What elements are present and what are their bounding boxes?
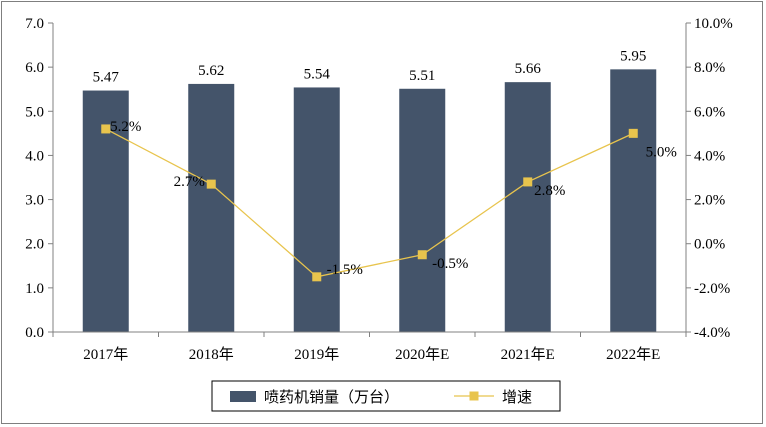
x-tick-label: 2018年 <box>189 346 234 363</box>
growth-point <box>312 272 322 282</box>
growth-value-label: 2.8% <box>534 183 565 199</box>
growth-value-label: -0.5% <box>432 256 468 272</box>
growth-line <box>105 128 634 278</box>
left-tick-label: 0.0 <box>25 325 44 341</box>
left-tick-label: 2.0 <box>25 237 44 253</box>
legend-bar-label: 喷药机销量（万台） <box>264 388 399 406</box>
growth-point <box>101 124 111 134</box>
left-tick-label: 3.0 <box>25 193 44 209</box>
left-tick-label: 6.0 <box>25 60 44 76</box>
left-tick-label: 7.0 <box>25 16 44 32</box>
right-tick-label: 2.0% <box>694 193 725 209</box>
legend-line-marker <box>469 391 479 401</box>
bar-value-label: 5.62 <box>198 63 224 79</box>
bar-2019年 <box>293 87 340 332</box>
x-tick-label: 2022年E <box>606 346 660 363</box>
growth-point <box>206 179 216 189</box>
growth-point <box>628 128 638 138</box>
bar-2020年E <box>399 88 446 332</box>
right-tick-label: 6.0% <box>694 104 725 120</box>
right-tick-label: -2.0% <box>694 281 730 297</box>
growth-value-label: 5.2% <box>110 119 141 135</box>
bar-value-label: 5.51 <box>409 68 435 84</box>
bar-value-label: 5.95 <box>620 48 646 64</box>
growth-point <box>523 177 533 187</box>
bar-value-label: 5.47 <box>93 70 120 86</box>
growth-point <box>417 250 427 260</box>
right-tick-label: 4.0% <box>694 148 725 164</box>
right-tick-label: 10.0% <box>694 16 733 32</box>
legend-box <box>211 380 561 412</box>
bar-2021年E <box>504 82 551 332</box>
x-tick-label: 2020年E <box>395 346 449 363</box>
x-tick-label: 2019年 <box>294 346 339 363</box>
left-tick-label: 4.0 <box>25 148 44 164</box>
legend-line-label: 增速 <box>502 388 532 406</box>
bar-value-label: 5.66 <box>515 61 542 77</box>
bar-value-label: 5.54 <box>304 66 331 82</box>
left-tick-label: 5.0 <box>25 104 44 120</box>
growth-value-label: 5.0% <box>646 144 677 160</box>
right-tick-label: 8.0% <box>694 60 725 76</box>
x-tick-label: 2021年E <box>501 346 555 363</box>
bar-2018年 <box>188 83 235 332</box>
growth-value-label: -1.5% <box>327 262 363 278</box>
right-tick-label: 0.0% <box>694 237 725 253</box>
legend-bar-swatch <box>230 391 256 402</box>
right-tick-label: -4.0% <box>694 325 730 341</box>
x-tick-label: 2017年 <box>83 346 128 363</box>
bar-2022年E <box>610 69 657 332</box>
left-tick-label: 1.0 <box>25 281 44 297</box>
growth-value-label: 2.7% <box>174 174 205 190</box>
